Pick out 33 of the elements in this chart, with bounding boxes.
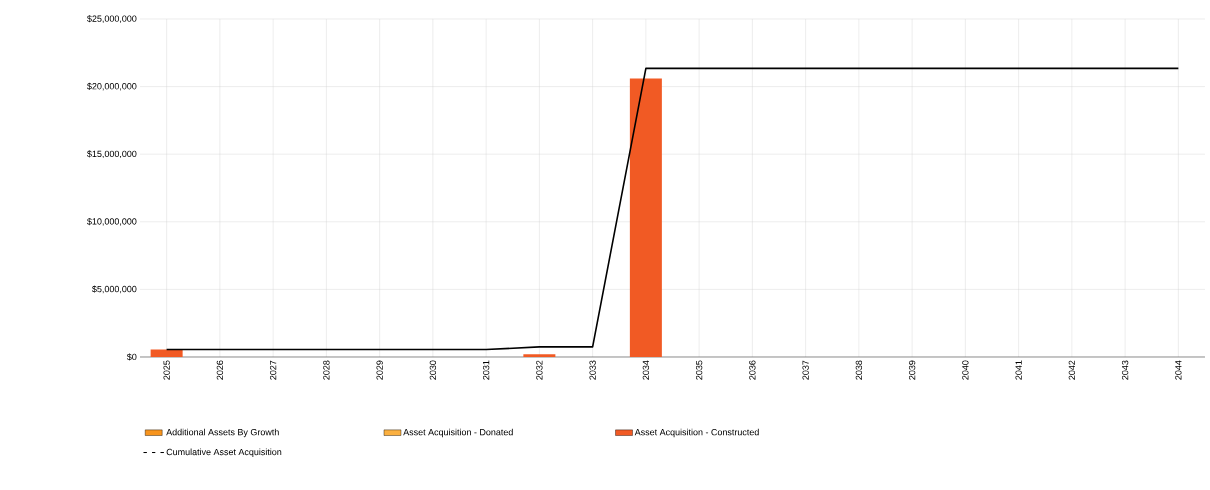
x-tick-label: 2029 (376, 360, 383, 380)
bar (523, 354, 556, 357)
bar (150, 349, 183, 357)
x-tick-label: 2032 (536, 360, 543, 380)
x-tick-label: 2042 (1068, 360, 1076, 380)
x-tick-label: 2036 (749, 360, 756, 380)
x-tick-label: 2027 (269, 360, 277, 380)
bar (629, 78, 662, 357)
y-tick-label: $10,000,000 (87, 217, 137, 226)
x-tick-label: 2039 (908, 360, 916, 380)
y-tick-label: $20,000,000 (87, 82, 137, 91)
legend-label: Cumulative Asset Acquisition (166, 448, 282, 457)
x-tick-label: 2028 (323, 360, 330, 380)
x-tick-label: 2044 (1175, 360, 1182, 380)
x-tick-label: 2030 (429, 360, 437, 380)
x-tick-label: 2033 (589, 360, 596, 380)
x-tick-label: 2038 (855, 360, 863, 380)
x-tick-label: 2035 (695, 360, 703, 380)
y-tick-label: $25,000,000 (87, 15, 137, 23)
x-tick-label: 2043 (1121, 360, 1129, 380)
x-tick-label: 2026 (216, 360, 224, 380)
x-tick-label: 2031 (482, 360, 490, 380)
x-tick-label: 2025 (163, 360, 170, 380)
legend-label: Asset Acquisition - Donated (403, 428, 513, 438)
x-tick-label: 2041 (1015, 360, 1022, 380)
legend-label: Asset Acquisition - Constructed (634, 428, 759, 438)
x-tick-label: 2040 (962, 360, 969, 380)
x-tick-label: 2037 (802, 360, 809, 380)
y-tick-label: $15,000,000 (87, 150, 137, 159)
x-tick-label: 2034 (642, 360, 650, 380)
y-tick-label: $0 (126, 353, 137, 361)
y-tick-label: $5,000,000 (92, 285, 137, 294)
legend-label: Additional Assets By Growth (166, 428, 279, 438)
